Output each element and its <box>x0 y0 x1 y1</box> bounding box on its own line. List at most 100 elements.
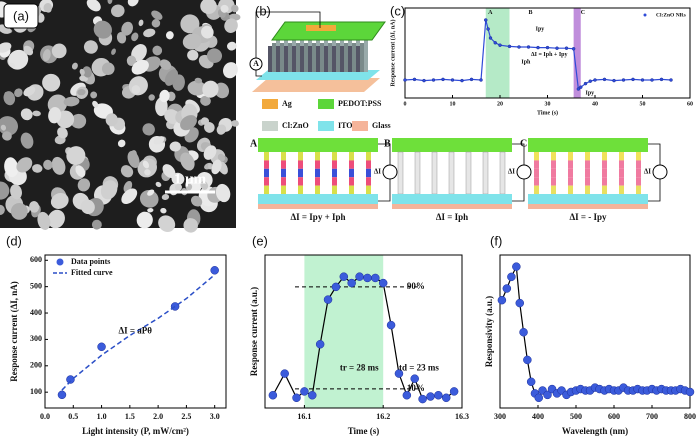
nanorod-segment <box>281 152 286 161</box>
grain <box>182 33 202 50</box>
data-point <box>593 78 597 82</box>
label-box <box>3 3 39 29</box>
x-tick-label: 16.2 <box>376 412 390 421</box>
grain <box>51 156 66 175</box>
data-point <box>469 77 474 82</box>
grain <box>20 132 34 149</box>
current-label: ΔI <box>644 168 651 176</box>
grain <box>183 218 198 233</box>
grain <box>90 91 98 99</box>
data-point <box>431 78 436 82</box>
nanorod-segment <box>585 160 590 169</box>
data-point <box>280 369 289 378</box>
grain <box>155 181 162 188</box>
annotation: 10% <box>407 383 425 393</box>
nanorod <box>448 151 455 195</box>
nanorod-segment <box>585 177 590 186</box>
grain <box>47 209 65 229</box>
nanorod <box>300 46 304 72</box>
x-tick-label: 0.0 <box>40 412 50 421</box>
grain <box>153 136 165 145</box>
nanorod-segment <box>298 177 303 186</box>
grain <box>10 202 28 220</box>
grain <box>200 95 211 106</box>
grain <box>9 62 16 68</box>
grain <box>162 164 176 178</box>
nanorod-segment <box>619 168 624 178</box>
grain <box>131 44 147 62</box>
data-point <box>484 18 488 22</box>
nanorod-segment <box>602 152 607 161</box>
pedot-layer <box>392 138 512 152</box>
nanorod-segment <box>281 168 286 178</box>
grain <box>83 40 98 54</box>
nanorod <box>356 46 360 72</box>
data-point <box>418 394 427 404</box>
grain <box>148 94 155 101</box>
data-point <box>378 278 388 288</box>
nanorod-segment <box>585 168 590 178</box>
data-point <box>57 390 67 400</box>
nanorod-segment <box>315 152 320 161</box>
annotation: td = 23 ms <box>399 363 439 373</box>
nanorod <box>340 46 344 72</box>
nanorod <box>344 43 348 72</box>
pedot-layer <box>258 138 378 152</box>
nanorod-segment <box>534 177 539 186</box>
nanorod-segment <box>568 177 573 186</box>
grain <box>231 4 239 13</box>
grain <box>180 14 200 34</box>
nanorod <box>336 43 340 72</box>
nanorod-segment <box>619 160 624 169</box>
data-point <box>315 340 325 349</box>
annotation: B <box>529 10 533 16</box>
grain <box>187 80 207 96</box>
nanorod <box>272 43 276 72</box>
grain <box>79 75 88 82</box>
grain <box>217 153 226 162</box>
nanorod-segment <box>534 168 539 178</box>
grain <box>0 42 12 53</box>
grain <box>2 131 12 141</box>
nanorod <box>465 151 472 195</box>
glass-layer <box>392 204 512 209</box>
nanorod-segment <box>264 177 269 186</box>
nanorod-segment <box>349 152 354 161</box>
current-label: ΔI <box>508 168 515 176</box>
data-point <box>685 387 695 397</box>
grain <box>186 183 193 191</box>
grain <box>63 96 80 107</box>
x-tick-label: 0.5 <box>68 412 78 421</box>
nanorod-segment <box>619 152 624 161</box>
data-point <box>308 391 317 400</box>
grain <box>42 49 51 62</box>
ammeter <box>516 164 532 180</box>
grain <box>111 4 125 18</box>
nanorod <box>499 151 506 195</box>
grain <box>147 208 154 213</box>
annotation: 90% <box>407 281 425 291</box>
grain <box>131 32 139 42</box>
legend-key <box>56 258 64 266</box>
diagram-caption: ΔI = Ipy + Iph <box>291 212 346 222</box>
nanorod <box>268 46 272 72</box>
x-tick-label: 50 <box>640 101 646 107</box>
nanorod-segment <box>636 152 641 161</box>
nanorod <box>482 151 489 195</box>
nanorod <box>312 43 316 72</box>
x-tick-label: 16.3 <box>455 412 469 421</box>
data-point <box>486 27 490 31</box>
glass <box>252 78 380 92</box>
x-tick-label: 2.5 <box>181 412 191 421</box>
nanorod-segment <box>551 160 556 169</box>
y-tick-label: 200 <box>30 361 42 370</box>
grain <box>164 69 179 86</box>
glass-layer <box>528 204 648 209</box>
annotation: Iph <box>521 59 531 65</box>
data-point <box>659 77 664 82</box>
grain <box>105 113 118 127</box>
grain <box>70 113 87 129</box>
grain <box>126 55 137 66</box>
grain <box>144 169 151 176</box>
